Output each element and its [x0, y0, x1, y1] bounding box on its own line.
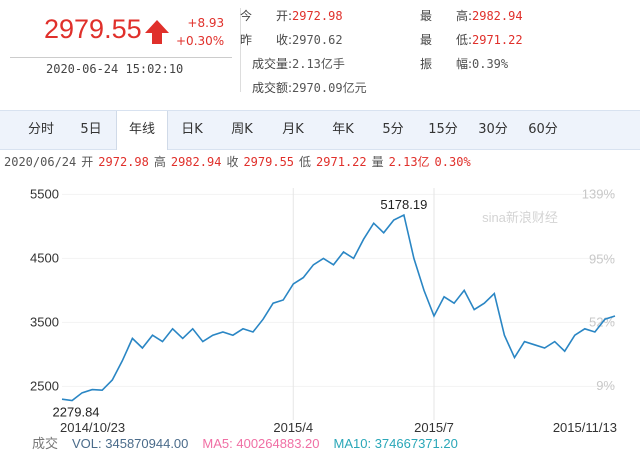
quote-value: 2970.09亿元	[292, 81, 367, 95]
info-item: 2982.94	[170, 155, 222, 169]
info-item: 2020/06/24	[4, 155, 77, 169]
info-item: 2.13亿	[388, 155, 430, 169]
quote-label: 最 低:	[419, 33, 472, 47]
quote-row: 成交量:2.13亿手	[230, 52, 367, 76]
max-annotation: 5178.19	[380, 197, 427, 212]
quote-row: 今 开:2972.98	[230, 4, 367, 28]
y2-tick-label: 9%	[596, 378, 615, 393]
quote-row: 昨 收:2970.62	[230, 28, 367, 52]
volume-label: 成交	[32, 436, 59, 451]
change-value: +8.93	[187, 16, 225, 30]
tab[interactable]: 年K	[332, 122, 354, 137]
ma10: MA10: 374667371.20	[333, 436, 458, 451]
info-item: 收	[226, 155, 239, 169]
tab[interactable]: 15分	[428, 122, 458, 137]
x-tick-label: 2015/7	[414, 420, 454, 435]
y-tick-label: 4500	[30, 250, 59, 265]
quote-value: 2972.98	[292, 9, 343, 23]
tab[interactable]: 日K	[181, 122, 203, 137]
info-item: 2971.22	[316, 155, 367, 169]
info-item: 0.30%	[434, 155, 471, 169]
info-item: 高	[153, 155, 166, 169]
tab[interactable]: 60分	[528, 122, 558, 137]
tab[interactable]: 年线	[116, 111, 168, 150]
y2-tick-label: 95%	[589, 251, 615, 266]
quote-label: 成交额:	[251, 81, 292, 95]
quote-label: 今 开:	[239, 9, 292, 23]
info-item: 开	[81, 155, 94, 169]
quote-value: 2970.62	[292, 33, 343, 47]
y-tick-label: 2500	[30, 378, 59, 393]
x-tick-label: 2014/10/23	[60, 420, 125, 435]
x-tick-label: 2015/11/13	[553, 420, 617, 435]
quote-row: 振 幅:0.39%	[410, 52, 523, 76]
tab[interactable]: 5分	[382, 122, 404, 137]
price-line	[61, 213, 616, 402]
vol: VOL: 345870944.00	[72, 436, 189, 451]
tab-bar: 分时 5日 年线 日K 周K 月K 年K 5分 15分 30分 60分	[0, 110, 640, 150]
info-item: 2979.55	[243, 155, 295, 169]
tab[interactable]: 月K	[282, 122, 304, 137]
change-pct: +0.30%	[176, 34, 225, 48]
up-arrow	[145, 20, 169, 44]
tab[interactable]: 5日	[80, 122, 102, 137]
info-item: 2972.98	[98, 155, 149, 169]
min-annotation: 2279.84	[53, 404, 100, 419]
tab[interactable]: 分时	[27, 122, 54, 137]
info-bar: 2020/06/24 开 2972.98 高 2982.94 收 2979.55 低 2971.…	[4, 153, 476, 170]
quote-left: 今 开:2972.98 昨 收:2970.62 成交量:2.13亿手 成交额:2970…	[230, 4, 367, 100]
quote-row: 成交额:2970.09亿元	[230, 76, 367, 100]
quote-right: 最 高:2982.94 最 低:2971.22 振 幅:0.39%	[410, 4, 523, 76]
separator	[10, 57, 232, 58]
quote-label: 振 幅:	[419, 57, 472, 71]
price: 2979.55	[44, 14, 142, 44]
tab[interactable]: 周K	[231, 122, 253, 137]
ma5: MA5: 400264883.20	[202, 436, 320, 451]
y-tick-label: 5500	[30, 186, 59, 201]
timestamp: 2020-06-24 15:02:10	[46, 62, 184, 76]
volume-bar: 成交 VOL: 345870944.00 MA5: 400264883.20 MA10…	[32, 433, 472, 452]
separator	[240, 8, 241, 92]
quote-value: 2.13亿手	[292, 57, 345, 71]
quote-value: 2971.22	[472, 33, 523, 47]
info-item: 低	[299, 155, 312, 169]
quote-label: 最 高:	[419, 9, 472, 23]
quote-value: 2982.94	[472, 9, 523, 23]
quote-value: 0.39%	[472, 57, 509, 71]
info-item: 量	[371, 155, 384, 169]
y-tick-label: 3500	[30, 314, 59, 329]
change: +8.93 +0.30%	[176, 14, 224, 50]
x-tick-label: 2015/4	[273, 420, 313, 435]
watermark: sina新浪财经	[482, 210, 558, 225]
y2-tick-label: 139%	[582, 186, 616, 201]
quote-label: 昨 收:	[239, 33, 292, 47]
quote-row: 最 高:2982.94	[410, 4, 523, 28]
quote-label: 成交量:	[251, 57, 292, 71]
tab[interactable]: 30分	[478, 122, 508, 137]
quote-row: 最 低:2971.22	[410, 28, 523, 52]
